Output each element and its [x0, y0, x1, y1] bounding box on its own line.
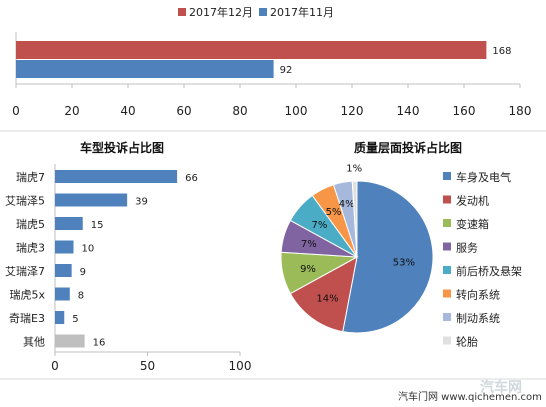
left-category-label: 其他	[23, 336, 45, 349]
pie-legend-swatch	[443, 219, 451, 227]
pie-legend-label: 制动系统	[456, 312, 500, 325]
pie-legend-swatch	[443, 242, 451, 251]
pie-slice-label: 7%	[301, 239, 317, 250]
left-category-label: 瑞虎3	[16, 241, 45, 255]
model-complaint-bar-chart: 瑞虎7 66 艾瑞泽5 39 瑞虎5 15 瑞虎3 10 艾瑞泽7 9 瑞虎5x 8 奇瑞E3 5 其他 16…	[5, 164, 251, 373]
pie-legend-label: 前后桥及悬架	[456, 264, 522, 278]
left-x-tick-label: 0	[51, 359, 59, 373]
top-x-tick-label: 60	[176, 104, 191, 118]
top-bar-chart: 168 92 0 20 40 60 80 100 120 140 160 180	[12, 32, 531, 118]
top-x-tick-label: 160	[453, 104, 476, 118]
watermark-text: 汽车网	[480, 379, 522, 396]
left-bar	[55, 240, 74, 254]
pie-slice-8	[351, 180, 358, 258]
pie-slice-label: 7%	[311, 220, 327, 231]
left-bar-value: 66	[185, 173, 198, 184]
pie-legend-label: 发动机	[456, 194, 489, 208]
top-x-tick-label: 180	[509, 104, 532, 118]
left-bar-value: 5	[72, 314, 78, 325]
pie-legend-swatch	[443, 195, 451, 204]
pie-legend-label: 变速箱	[456, 217, 489, 231]
legend-label-nov: 2017年11月	[270, 5, 334, 19]
left-bar	[55, 311, 65, 324]
left-bar	[55, 217, 83, 230]
top-x-tick-label: 80	[232, 104, 247, 118]
pie-slice-label: 1%	[346, 163, 362, 174]
left-bar	[55, 334, 85, 348]
pie-legend-label: 车身及电气	[456, 170, 511, 184]
pie-slice-label: 5%	[326, 207, 342, 218]
footer-source: 汽车门网 www.qichemen.com	[398, 390, 542, 403]
left-bar	[55, 264, 72, 277]
pie-legend-label: 转向系统	[456, 288, 500, 302]
left-bar-value: 15	[91, 220, 104, 231]
left-category-label: 瑞虎5	[16, 217, 45, 231]
pie-legend-swatch	[443, 172, 451, 180]
pie-legend-label: 服务	[456, 242, 478, 255]
left-bar-value: 9	[80, 267, 86, 278]
pie-slice-label: 14%	[316, 294, 338, 305]
left-category-label: 艾瑞泽5	[5, 194, 45, 208]
pie-slice-label: 9%	[300, 264, 316, 275]
pie-legend-label: 轮胎	[456, 335, 478, 349]
left-category-label: 瑞虎5x	[9, 288, 45, 302]
top-x-tick-label: 40	[120, 104, 135, 118]
top-bar-value-nov: 92	[280, 65, 293, 76]
pie-slice-label: 53%	[393, 257, 415, 268]
left-x-tick-label: 100	[229, 359, 252, 373]
left-x-tick-label: 50	[140, 359, 155, 373]
quality-complaint-pie-chart: 53% 14% 9% 7% 7% 5%4% 1%	[280, 163, 434, 334]
left-bar	[55, 287, 70, 301]
right-chart-title: 质量层面投诉占比图	[354, 140, 462, 155]
pie-legend-swatch	[443, 266, 451, 274]
pie-slice-label: 4%	[339, 199, 355, 210]
left-bar-value: 8	[78, 291, 84, 302]
left-category-label: 瑞虎7	[16, 170, 45, 184]
top-x-tick-label: 20	[64, 104, 79, 118]
left-bar-value: 39	[135, 197, 148, 208]
left-bar	[55, 193, 128, 207]
pie-legend-swatch	[443, 336, 451, 345]
legend-swatch-nov	[259, 8, 267, 16]
left-bar-value: 10	[82, 244, 95, 255]
legend-swatch-dec	[178, 8, 186, 16]
left-category-label: 艾瑞泽7	[5, 264, 45, 278]
left-category-label: 奇瑞E3	[9, 311, 45, 325]
top-bar-value-dec: 168	[492, 46, 511, 57]
pie-slice-2	[289, 256, 358, 333]
pie-slice-1	[342, 180, 434, 334]
left-chart-title: 车型投诉占比图	[80, 140, 164, 155]
top-legend: 2017年12月 2017年11月	[178, 5, 334, 19]
pie-legend-swatch	[443, 313, 451, 321]
legend-label-dec: 2017年12月	[189, 5, 253, 19]
top-x-tick-label: 0	[12, 104, 20, 118]
top-bar-nov	[16, 60, 274, 78]
top-x-tick-label: 100	[285, 104, 308, 118]
left-bar	[55, 170, 178, 183]
top-bar-dec	[16, 41, 487, 59]
top-x-tick-label: 140	[397, 104, 420, 118]
pie-legend-swatch	[443, 289, 451, 298]
left-bar-value: 16	[93, 338, 106, 349]
top-x-tick-label: 120	[341, 104, 364, 118]
